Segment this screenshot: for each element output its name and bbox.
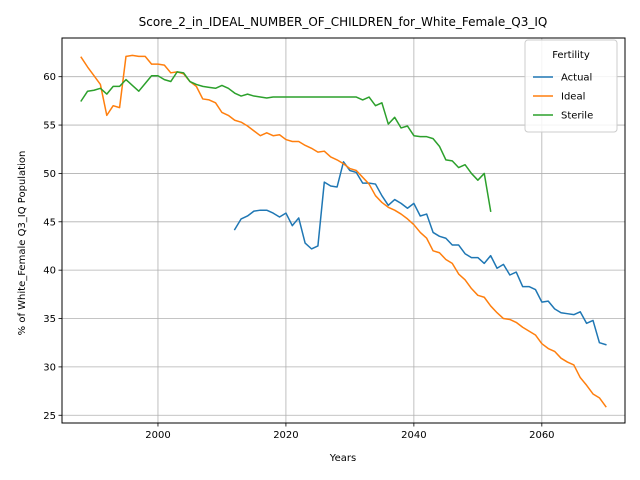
- x-tick-label: 2060: [529, 430, 554, 441]
- series-line-sterile: [80, 71, 492, 213]
- y-tick-label: 25: [43, 411, 56, 422]
- legend-label-ideal: Ideal: [561, 92, 585, 103]
- legend-label-sterile: Sterile: [561, 111, 593, 122]
- y-tick-label: 45: [43, 217, 56, 228]
- legend-items: Actual Ideal Sterile: [533, 73, 593, 122]
- y-tick-label: 30: [43, 362, 56, 373]
- legend-title: Fertility: [552, 50, 590, 61]
- series-line-actual: [233, 161, 607, 346]
- y-tick-label: 55: [43, 121, 56, 132]
- axis-ticks: 2000 2020 2040 2060 25 30 35 40 45 50 55 60: [43, 72, 554, 441]
- y-tick-label: 40: [43, 266, 56, 277]
- y-tick-label: 60: [43, 72, 56, 83]
- y-tick-label: 50: [43, 169, 56, 180]
- plot-frame: [61, 37, 626, 424]
- y-axis-label: % of White_Female Q3_IQ Population: [17, 151, 28, 336]
- y-tick-label: 35: [43, 314, 56, 325]
- series-line-ideal: [80, 54, 607, 408]
- x-axis-label: Years: [329, 453, 356, 464]
- legend-box: [524, 39, 618, 133]
- x-tick-label: 2020: [273, 430, 298, 441]
- legend: Fertility Actual Ideal Sterile: [524, 39, 618, 133]
- x-tick-label: 2040: [401, 430, 426, 441]
- chart-title: Score_2_in_IDEAL_NUMBER_OF_CHILDREN_for_…: [139, 15, 548, 29]
- legend-label-actual: Actual: [561, 73, 592, 84]
- series-lines: [80, 54, 607, 408]
- x-tick-label: 2000: [145, 430, 170, 441]
